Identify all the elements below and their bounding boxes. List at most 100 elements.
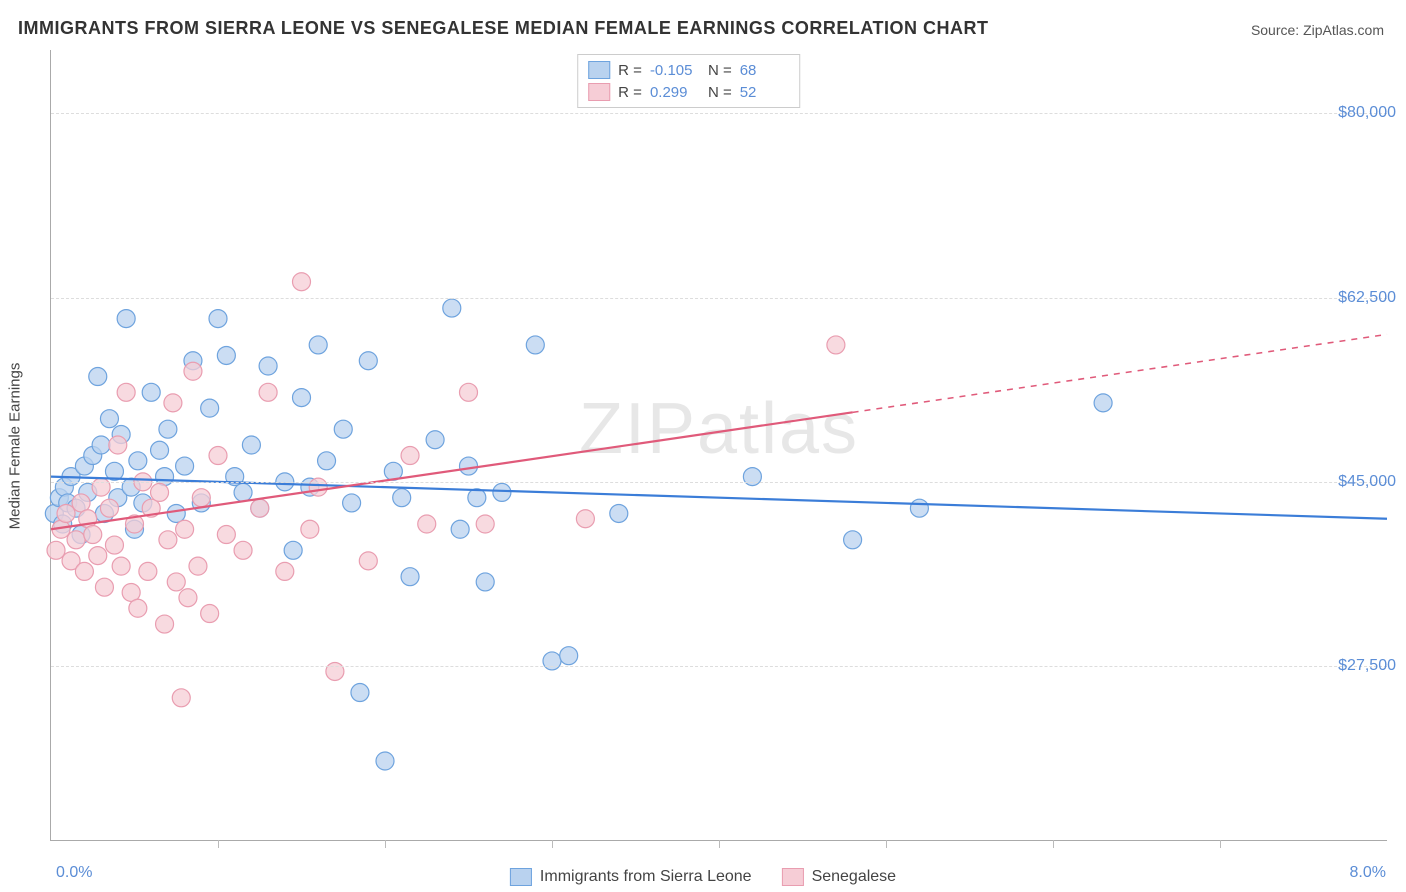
scatter-point (443, 299, 461, 317)
scatter-point (251, 499, 269, 517)
scatter-point (217, 346, 235, 364)
scatter-point (242, 436, 260, 454)
legend-label: Immigrants from Sierra Leone (540, 868, 752, 886)
legend-item: Immigrants from Sierra Leone (510, 868, 752, 886)
scatter-point (167, 504, 185, 522)
scatter-point (159, 420, 177, 438)
series-legend: Immigrants from Sierra Leone Senegalese (510, 868, 896, 886)
scatter-point (827, 336, 845, 354)
scatter-point (334, 420, 352, 438)
n-label: N = (708, 62, 732, 79)
scatter-point (100, 499, 118, 517)
scatter-point (309, 336, 327, 354)
x-tick (1220, 840, 1221, 848)
scatter-point (418, 515, 436, 533)
scatter-point (95, 578, 113, 596)
scatter-point (209, 310, 227, 328)
scatter-point (284, 541, 302, 559)
x-tick (218, 840, 219, 848)
scatter-point (276, 562, 294, 580)
source-label: Source: ZipAtlas.com (1251, 22, 1384, 38)
chart-container: IMMIGRANTS FROM SIERRA LEONE VS SENEGALE… (0, 0, 1406, 892)
y-tick-label: $62,500 (1338, 289, 1396, 307)
x-tick (719, 840, 720, 848)
legend-row: R =-0.105N =68 (588, 59, 790, 81)
r-label: R = (618, 84, 642, 101)
scatter-point (57, 504, 75, 522)
scatter-point (209, 447, 227, 465)
scatter-point (451, 520, 469, 538)
gridline (51, 298, 1387, 299)
legend-swatch (588, 61, 610, 79)
scatter-point (326, 662, 344, 680)
trend-line-dashed (853, 334, 1387, 412)
x-tick (552, 840, 553, 848)
scatter-point (343, 494, 361, 512)
r-value: 0.299 (650, 84, 700, 101)
scatter-point (460, 383, 478, 401)
r-value: -0.105 (650, 62, 700, 79)
chart-title: IMMIGRANTS FROM SIERRA LEONE VS SENEGALE… (18, 18, 989, 39)
legend-row: R =0.299N =52 (588, 81, 790, 103)
scatter-point (234, 541, 252, 559)
x-tick (1053, 840, 1054, 848)
gridline (51, 113, 1387, 114)
scatter-point (476, 515, 494, 533)
scatter-point (468, 489, 486, 507)
scatter-point (184, 362, 202, 380)
plot-svg (51, 50, 1387, 840)
scatter-point (75, 562, 93, 580)
scatter-point (167, 573, 185, 591)
scatter-point (100, 410, 118, 428)
n-value: 68 (740, 62, 790, 79)
scatter-point (201, 399, 219, 417)
scatter-point (576, 510, 594, 528)
scatter-point (351, 684, 369, 702)
scatter-point (234, 483, 252, 501)
scatter-point (301, 520, 319, 538)
scatter-point (151, 483, 169, 501)
scatter-point (610, 504, 628, 522)
scatter-point (92, 478, 110, 496)
scatter-point (112, 557, 130, 575)
legend-swatch (510, 868, 532, 886)
legend-item: Senegalese (782, 868, 897, 886)
gridline (51, 482, 1387, 483)
scatter-point (92, 436, 110, 454)
scatter-point (1094, 394, 1112, 412)
scatter-point (543, 652, 561, 670)
scatter-point (560, 647, 578, 665)
scatter-point (293, 273, 311, 291)
scatter-point (844, 531, 862, 549)
scatter-point (129, 599, 147, 617)
scatter-point (139, 562, 157, 580)
scatter-point (201, 605, 219, 623)
scatter-point (910, 499, 928, 517)
legend-swatch (588, 83, 610, 101)
scatter-point (176, 520, 194, 538)
scatter-point (179, 589, 197, 607)
scatter-point (401, 447, 419, 465)
scatter-point (159, 531, 177, 549)
scatter-point (142, 383, 160, 401)
scatter-point (376, 752, 394, 770)
scatter-point (192, 489, 210, 507)
scatter-point (426, 431, 444, 449)
scatter-point (259, 357, 277, 375)
scatter-point (47, 541, 65, 559)
scatter-point (493, 483, 511, 501)
x-tick (385, 840, 386, 848)
scatter-point (293, 389, 311, 407)
y-tick-label: $80,000 (1338, 104, 1396, 122)
scatter-point (129, 452, 147, 470)
scatter-point (359, 552, 377, 570)
scatter-point (476, 573, 494, 591)
scatter-point (89, 547, 107, 565)
scatter-point (84, 526, 102, 544)
scatter-point (393, 489, 411, 507)
scatter-point (359, 352, 377, 370)
scatter-point (460, 457, 478, 475)
scatter-point (259, 383, 277, 401)
scatter-point (151, 441, 169, 459)
scatter-point (67, 531, 85, 549)
